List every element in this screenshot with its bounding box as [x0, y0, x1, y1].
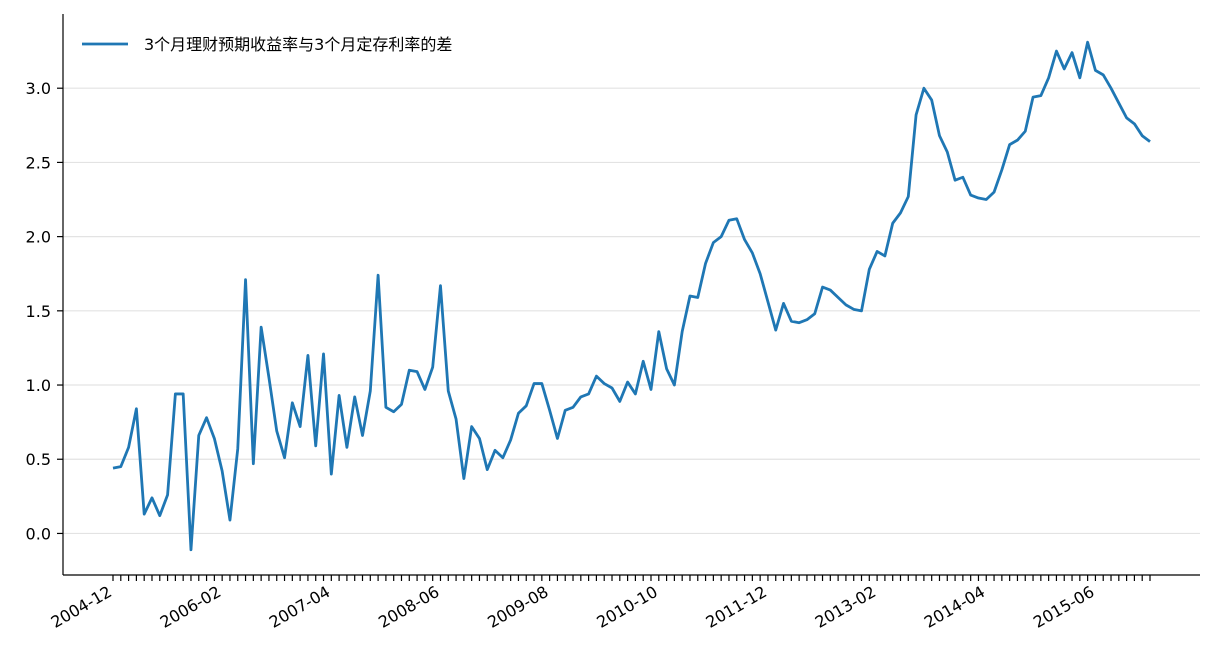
x-tick-label: 2008-06 [375, 582, 442, 632]
y-tick-label: 2.5 [26, 153, 51, 172]
x-tick-label: 2004-12 [48, 582, 115, 632]
x-tick-label: 2014-04 [921, 582, 988, 632]
y-tick-label: 3.0 [26, 79, 51, 98]
y-tick-label: 1.5 [26, 302, 51, 321]
x-tick-label: 2009-08 [484, 582, 551, 632]
y-tick-label: 0.0 [26, 524, 51, 543]
legend-label: 3个月理财预期收益率与3个月定存利率的差 [144, 35, 452, 54]
y-tick-label: 2.0 [26, 228, 51, 247]
x-tick-label: 2006-02 [157, 582, 224, 632]
y-tick-label: 1.0 [26, 376, 51, 395]
x-tick-label: 2011-12 [703, 582, 770, 632]
x-tick-label: 2010-10 [593, 582, 660, 632]
x-tick-label: 2015-06 [1030, 582, 1097, 632]
x-tick-label: 2013-02 [812, 582, 879, 632]
data-line [112, 40, 1151, 552]
y-tick-label: 0.5 [26, 450, 51, 469]
x-tick-label: 2007-04 [266, 582, 333, 632]
